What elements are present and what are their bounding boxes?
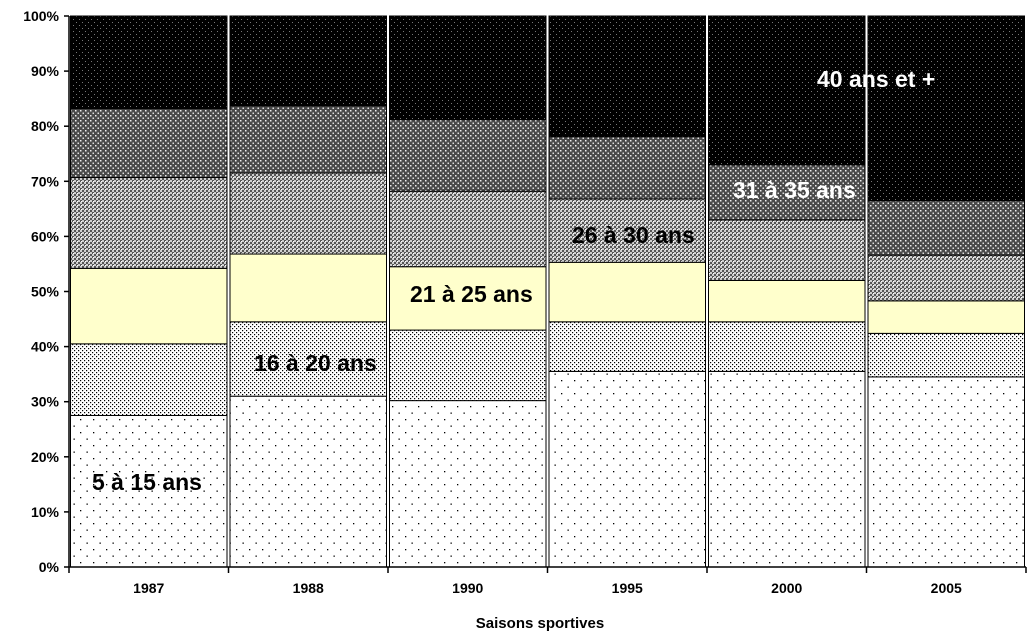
bar-segment-2000-2	[708, 321, 866, 372]
bar-segment-1988-3	[229, 253, 387, 323]
y-tick-label: 20%	[31, 449, 60, 465]
x-tick-label: 2000	[771, 580, 802, 596]
bar-segment-2005-5	[867, 200, 1025, 256]
series-label-5: 31 à 35 ans	[733, 177, 856, 203]
x-tick-label: 2005	[931, 580, 962, 596]
bar-segment-1988-4	[229, 172, 387, 255]
bar-segment-1988-2	[229, 321, 387, 397]
y-tick-label: 10%	[31, 504, 60, 520]
y-tick-label: 60%	[31, 228, 60, 244]
bar-segment-2000-1	[708, 370, 866, 568]
bar-segment-1987-5	[70, 108, 228, 178]
bar-segment-1995-5	[548, 136, 706, 200]
x-axis-title: Saisons sportives	[476, 615, 604, 632]
bar-segment-1987-4	[70, 176, 228, 269]
bar-segment-2005-1	[867, 376, 1025, 568]
bar-segment-1990-2	[389, 329, 547, 402]
bar-segment-2005-3	[867, 300, 1025, 334]
bar-segment-1988-6	[229, 15, 387, 107]
bar-segment-2005-6	[867, 15, 1025, 202]
y-tick-label: 30%	[31, 394, 60, 410]
bars	[70, 15, 1025, 568]
y-tick-label: 100%	[23, 8, 59, 24]
bar-segment-2000-3	[708, 279, 866, 323]
bar-segment-1987-1	[70, 414, 228, 568]
bar-segment-2005-4	[867, 254, 1025, 302]
x-tick-label: 1990	[452, 580, 483, 596]
y-tick-label: 40%	[31, 339, 60, 355]
bar-segment-1990-1	[389, 400, 547, 568]
bar-segment-1988-5	[229, 105, 387, 174]
series-labels: 5 à 15 ans 16 à 20 ans 21 à 25 ans 26 à 30 …	[92, 66, 935, 495]
bar-segment-1990-6	[389, 15, 547, 121]
y-tick-label: 70%	[31, 173, 60, 189]
y-tick-label: 80%	[31, 118, 60, 134]
y-axis: 0% 10% 20% 30% 40% 50% 60% 70% 80% 90% 100%	[23, 8, 70, 575]
y-tick-label: 90%	[31, 63, 60, 79]
x-tick-label: 1987	[133, 580, 164, 596]
bar-segment-1995-6	[548, 15, 706, 138]
series-label-2: 16 à 20 ans	[254, 350, 377, 376]
x-axis: 1987 1988 1990 1995 2000 2005	[68, 566, 1027, 596]
bar-segment-1995-1	[548, 370, 706, 568]
bar-segment-2000-5	[708, 164, 866, 221]
bar-segment-1987-2	[70, 343, 228, 416]
bar-segment-1995-3	[548, 261, 706, 323]
bar-segment-2000-4	[708, 219, 866, 281]
bar-segment-1990-4	[389, 190, 547, 268]
series-label-4: 26 à 30 ans	[572, 222, 695, 248]
bar-segment-1988-1	[229, 395, 387, 568]
y-tick-label: 50%	[31, 284, 60, 300]
bar-segment-1990-5	[389, 119, 547, 192]
x-tick-label: 1995	[612, 580, 643, 596]
bar-segment-2000-6	[708, 15, 866, 166]
bar-segment-1995-2	[548, 321, 706, 372]
y-tick-label: 0%	[39, 559, 60, 575]
bar-segment-1987-3	[70, 267, 228, 345]
series-label-1: 5 à 15 ans	[92, 469, 202, 495]
series-label-3: 21 à 25 ans	[410, 281, 533, 307]
series-label-6: 40 ans et +	[817, 66, 935, 92]
bar-segment-1987-6	[70, 15, 228, 110]
bar-segment-2005-2	[867, 332, 1025, 378]
x-tick-label: 1988	[293, 580, 324, 596]
